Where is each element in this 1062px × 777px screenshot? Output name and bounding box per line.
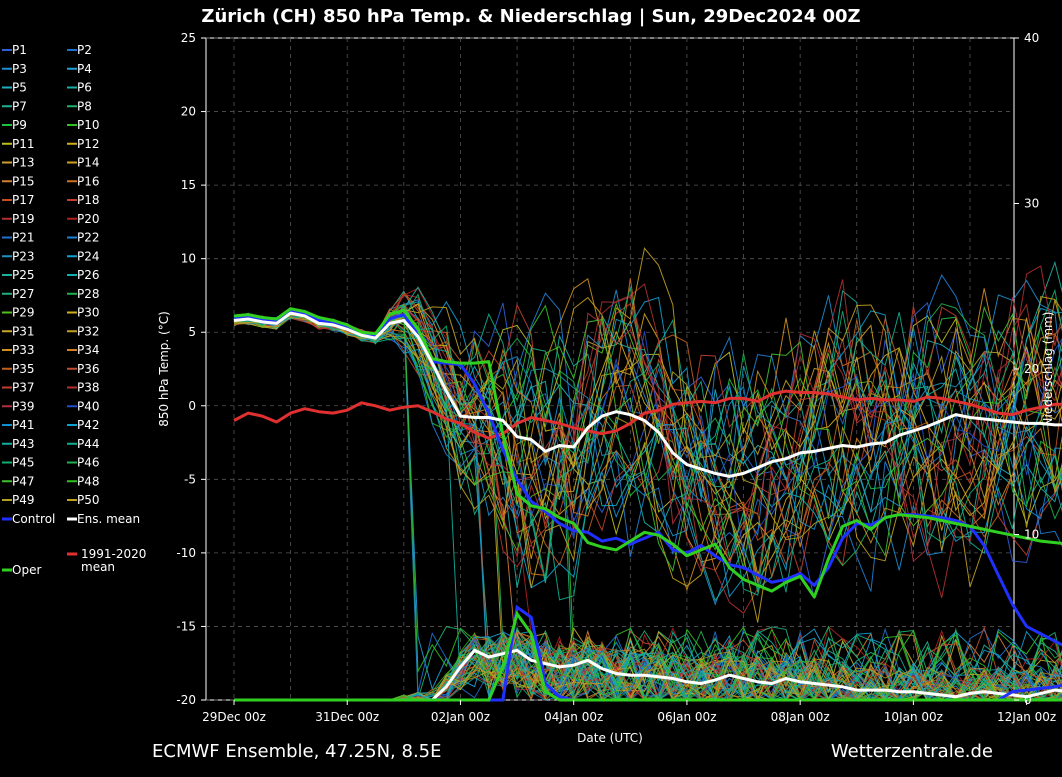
x-axis-label: Date (UTC): [577, 731, 643, 745]
legend-label: P12: [77, 137, 100, 151]
legend-label: P27: [12, 287, 35, 301]
legend-label: P39: [12, 399, 35, 413]
legend-label: P48: [77, 474, 100, 488]
chart-title: Zürich (CH) 850 hPa Temp. & Niederschlag…: [201, 6, 860, 27]
right-axis-ticks: 40 30 20 10 0: [1014, 31, 1039, 707]
legend-label: P28: [77, 287, 100, 301]
legend-label: P47: [12, 474, 35, 488]
x-axis-ticks: 29Dec 00z 31Dec 00z 02Jan 00z 04Jan 00z 06Ja…: [202, 700, 1056, 724]
legend-label: P38: [77, 381, 100, 395]
y2-tick-label: 20: [1024, 362, 1039, 376]
ensemble-member-45: [233, 287, 1062, 593]
legend-label: P11: [12, 137, 35, 151]
legend-label: P1: [12, 43, 27, 57]
x-tick-label: 02Jan 00z: [431, 710, 490, 724]
legend-label: P25: [12, 268, 35, 282]
x-tick-label: 08Jan 00z: [771, 710, 830, 724]
y-tick-label: -15: [176, 619, 196, 633]
legend-label: P5: [12, 81, 27, 95]
series-line-oper: [233, 307, 1062, 599]
y-tick-label: 20: [181, 105, 196, 119]
x-tick-label: 04Jan 00z: [544, 710, 603, 724]
x-tick-label: 12Jan 00z: [997, 710, 1056, 724]
y-tick-label: 10: [181, 252, 196, 266]
legend-label: P49: [12, 493, 35, 507]
legend-label: P33: [12, 343, 35, 357]
legend-label: P34: [77, 343, 100, 357]
legend-label: P15: [12, 174, 35, 188]
legend-label: P10: [77, 118, 100, 132]
legend-label: P23: [12, 249, 35, 263]
y-tick-label: -5: [184, 472, 196, 486]
legend-label: P14: [77, 156, 100, 170]
legend-label: P2: [77, 43, 92, 57]
legend: P1 P2 P3 P4 P5 P6 P7 P8 P9 P10 P11 P12 P13 P14 P15 P16 P…: [2, 43, 146, 577]
legend-label: P32: [77, 324, 100, 338]
legend-label: P19: [12, 212, 35, 226]
legend-label: P26: [77, 268, 100, 282]
y-tick-label: 0: [188, 399, 196, 413]
legend-label: P35: [12, 362, 35, 376]
x-tick-label: 31Dec 00z: [315, 710, 379, 724]
y2-axis-label: Niederschlag (mm): [1041, 312, 1055, 427]
legend-label: P17: [12, 193, 35, 207]
legend-label: P29: [12, 306, 35, 320]
series-line-ens-mean: [233, 311, 1062, 478]
legend-label: P42: [77, 418, 100, 432]
y2-tick-label: 10: [1024, 528, 1039, 542]
series-line-1991-2020-mean: [233, 389, 1062, 440]
ensemble-member-37: [233, 302, 1062, 545]
footer-source-right: Wetterzentrale.de: [831, 741, 993, 762]
legend-label: Control: [12, 512, 55, 526]
legend-label: P21: [12, 231, 35, 245]
legend-label: P20: [77, 212, 100, 226]
precip-oper-line: [234, 610, 1062, 702]
legend-label: P13: [12, 156, 35, 170]
y2-tick-label: 40: [1024, 31, 1039, 45]
legend-label: Oper: [12, 563, 41, 577]
x-tick-label: 06Jan 00z: [657, 710, 716, 724]
x-tick-label: 29Dec 00z: [202, 710, 266, 724]
legend-label: P41: [12, 418, 35, 432]
footer-source-left: ECMWF Ensemble, 47.25N, 8.5E: [152, 741, 442, 762]
legend-label: P24: [77, 249, 100, 263]
legend-label: 1991-2020: [81, 547, 146, 561]
legend-label: P43: [12, 437, 35, 451]
legend-label: mean: [81, 560, 115, 574]
legend-label: P6: [77, 81, 92, 95]
y-tick-label: 5: [188, 325, 196, 339]
legend-label: P50: [77, 493, 100, 507]
legend-label: P37: [12, 381, 35, 395]
legend-label: P40: [77, 399, 100, 413]
x-tick-label: 10Jan 00z: [884, 710, 943, 724]
y-tick-label: 15: [181, 178, 196, 192]
legend-label: P7: [12, 99, 27, 113]
legend-label: P16: [77, 174, 100, 188]
y-tick-label: 25: [181, 31, 196, 45]
y2-tick-label: 0: [1024, 693, 1032, 707]
legend-label: P22: [77, 231, 100, 245]
main-series-lines: [233, 307, 1062, 702]
legend-label: P18: [77, 193, 100, 207]
left-axis-ticks: 25 20 15 10 5 0 -5 -10 -15 -20: [176, 31, 206, 707]
y-tick-label: -20: [176, 693, 196, 707]
legend-label: P30: [77, 306, 100, 320]
legend-label: P31: [12, 324, 35, 338]
legend-label: P45: [12, 456, 35, 470]
legend-label: P46: [77, 456, 100, 470]
legend-label: P9: [12, 118, 27, 132]
legend-label: P4: [77, 62, 92, 76]
ensemble-member-44: [233, 312, 1062, 601]
legend-label: P3: [12, 62, 27, 76]
legend-label: Ens. mean: [77, 512, 140, 526]
y-tick-label: -10: [176, 546, 196, 560]
y2-tick-label: 30: [1024, 197, 1039, 211]
y-axis-label: 850 hPa Temp. (°C): [157, 311, 171, 427]
legend-label: P44: [77, 437, 100, 451]
legend-label: P8: [77, 99, 92, 113]
legend-label: P36: [77, 362, 100, 376]
